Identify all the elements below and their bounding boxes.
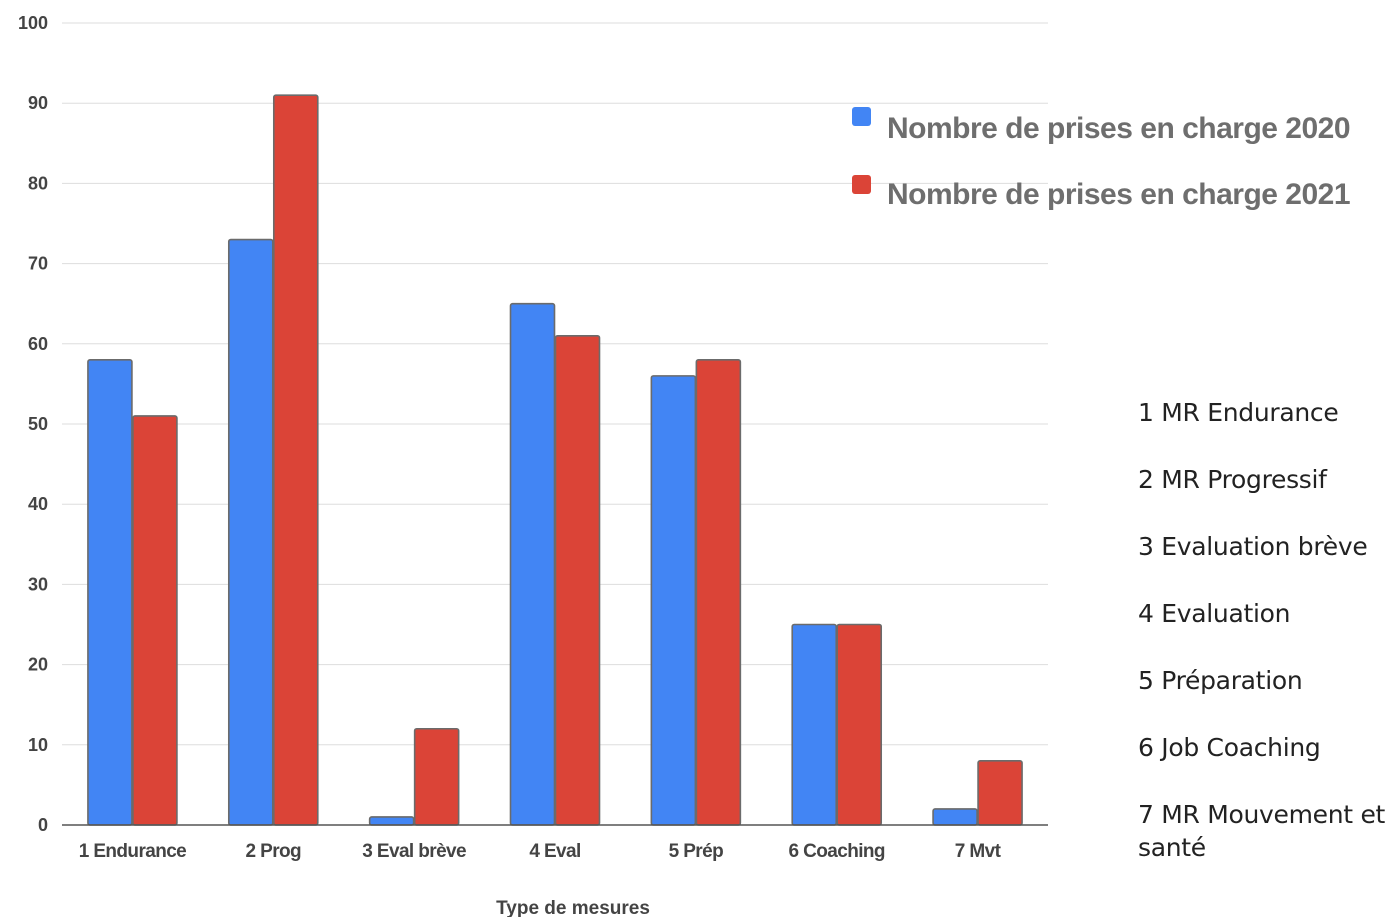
category-key-item: 3 Evaluation brève	[1138, 532, 1368, 561]
bar-2021-5	[695, 359, 742, 826]
y-tick-label: 80	[28, 173, 48, 193]
bar-2021-3	[413, 727, 460, 826]
y-tick-label: 60	[28, 334, 48, 354]
legend-label-2021: Nombre de prises en charge 2021	[887, 178, 1350, 211]
y-tick-label: 50	[28, 414, 48, 434]
y-axis-ticks: 0 10 20 30 40 50 60 70 80 90 100	[18, 13, 48, 835]
y-tick-label: 90	[28, 93, 48, 113]
legend-entry-2021: Nombre de prises en charge 2021	[852, 175, 1351, 211]
category-key-item: 5 Préparation	[1138, 666, 1303, 695]
x-tick-label: 3 Eval brève	[362, 841, 466, 862]
x-tick-label: 1 Endurance	[79, 841, 186, 862]
legend-swatch-2021	[852, 175, 871, 194]
bar-2021-7	[977, 760, 1023, 826]
bar-2020-2	[227, 238, 274, 826]
legend-entry-2020: Nombre de prises en charge 2020	[852, 107, 1351, 145]
x-tick-label: 7 Mvt	[955, 841, 1002, 862]
bar-2020-6	[791, 623, 838, 826]
y-tick-label: 100	[18, 13, 48, 33]
y-tick-label: 70	[28, 254, 48, 274]
category-key-item: 6 Job Coaching	[1138, 733, 1321, 762]
legend-label-2020: Nombre de prises en charge 2020	[887, 112, 1350, 145]
category-key-item: 7 MR Mouvement et santé	[1138, 800, 1386, 862]
bar-2021-4	[554, 334, 601, 826]
x-axis-title: Type de mesures	[496, 898, 650, 917]
y-tick-label: 40	[28, 494, 48, 514]
bar-2020-4	[509, 302, 556, 826]
bars	[87, 94, 1023, 826]
x-axis-ticks: 1 Endurance 2 Prog 3 Eval brève 4 Eval 5 Pré…	[79, 841, 1003, 862]
category-key-item: 4 Evaluation	[1138, 599, 1291, 628]
y-tick-label: 30	[28, 574, 48, 594]
bar-2020-3	[368, 816, 415, 826]
bar-2021-1	[132, 415, 178, 826]
bar-2021-6	[836, 623, 883, 826]
y-tick-label: 0	[38, 815, 48, 835]
x-tick-label: 6 Coaching	[789, 841, 885, 862]
y-tick-label: 10	[28, 735, 48, 755]
bar-2020-7	[932, 808, 978, 826]
legend: Nombre de prises en charge 2020 Nombre d…	[852, 107, 1351, 211]
y-tick-label: 20	[28, 655, 48, 675]
bar-2020-1	[87, 359, 133, 826]
bar-2021-2	[272, 94, 319, 826]
legend-swatch-2020	[852, 107, 871, 126]
x-tick-label: 4 Eval	[529, 841, 580, 862]
x-tick-label: 2 Prog	[246, 841, 302, 862]
category-key: 1 MR Endurance 2 MR Progressif 3 Evaluat…	[1138, 396, 1390, 898]
bar-2020-5	[650, 375, 697, 826]
category-key-item: 1 MR Endurance	[1138, 398, 1339, 427]
category-key-item: 2 MR Progressif	[1138, 465, 1327, 494]
x-tick-label: 5 Prép	[669, 841, 724, 862]
